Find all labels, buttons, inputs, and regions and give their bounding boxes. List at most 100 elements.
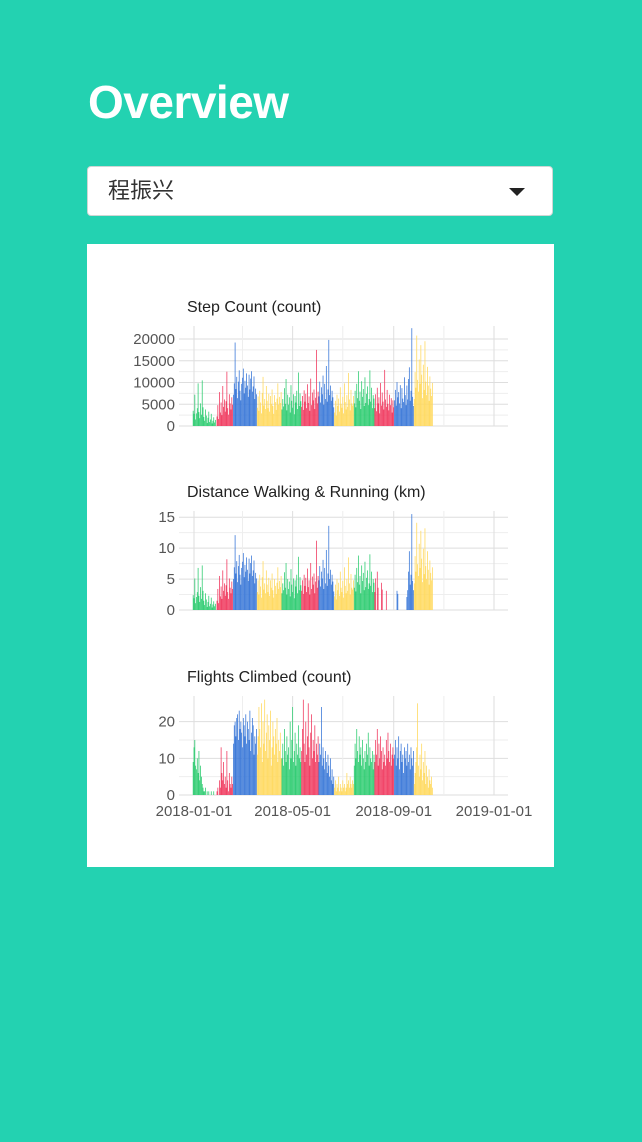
bar	[202, 590, 204, 610]
bar	[256, 729, 257, 795]
bar	[427, 551, 428, 610]
bar	[358, 400, 360, 426]
bar	[355, 407, 357, 426]
bar	[275, 743, 277, 795]
bar	[351, 403, 353, 426]
bar	[403, 402, 404, 426]
bar	[330, 385, 331, 426]
bar	[356, 383, 358, 426]
bar	[422, 780, 423, 795]
bar	[246, 743, 247, 795]
bar	[284, 751, 286, 795]
bar	[201, 565, 203, 610]
bar	[409, 769, 411, 795]
bar	[261, 577, 263, 610]
bar	[224, 784, 225, 795]
bar	[297, 593, 298, 610]
bar	[242, 561, 243, 610]
bar	[274, 729, 276, 795]
bar	[196, 597, 197, 610]
bar	[323, 588, 325, 610]
bar	[303, 390, 305, 426]
bar	[390, 765, 392, 795]
user-select-dropdown[interactable]: 程振兴	[87, 166, 553, 216]
bar	[375, 578, 377, 610]
bar	[200, 403, 201, 426]
bar	[413, 751, 414, 795]
bar	[369, 370, 371, 426]
bar	[221, 598, 223, 610]
bar	[245, 571, 247, 610]
bar	[418, 776, 420, 795]
bar	[398, 392, 400, 426]
bar	[414, 773, 416, 795]
bar	[311, 405, 312, 426]
bar	[206, 422, 208, 426]
bar	[362, 572, 364, 611]
bar	[229, 403, 231, 426]
bar	[370, 401, 372, 426]
bar	[408, 762, 409, 795]
bar	[305, 721, 307, 795]
bar	[262, 561, 264, 610]
bar	[293, 751, 295, 795]
bar	[210, 597, 212, 611]
bar	[224, 583, 225, 610]
bar	[300, 762, 302, 795]
bar	[431, 382, 433, 426]
bar	[325, 762, 327, 795]
bar	[347, 590, 349, 610]
bar	[217, 787, 219, 795]
bar	[408, 367, 410, 426]
bar	[285, 762, 287, 795]
bar	[400, 408, 402, 426]
bar	[287, 579, 289, 610]
bar	[240, 721, 242, 795]
bar	[362, 396, 363, 426]
bar	[347, 784, 349, 795]
bar	[316, 754, 318, 795]
bar	[322, 559, 324, 610]
bar	[325, 751, 326, 795]
bar	[357, 371, 359, 426]
bar	[213, 601, 215, 610]
bar	[334, 584, 336, 610]
bar	[279, 732, 281, 795]
bar	[286, 736, 288, 795]
bar	[413, 590, 414, 610]
bar	[395, 405, 397, 426]
bar	[357, 751, 358, 795]
y-tick-label: 5	[167, 571, 175, 588]
bar	[402, 754, 404, 795]
bar	[249, 710, 251, 795]
bar	[399, 769, 400, 795]
bar	[334, 596, 335, 610]
bar	[316, 540, 317, 610]
charts-panel: Step Count (count) 0 5000 10000 15000 20000 Di…	[87, 244, 554, 867]
bar	[337, 406, 339, 426]
caret-down-icon[interactable]	[509, 188, 525, 196]
bar	[299, 393, 301, 426]
bar	[422, 762, 424, 795]
bar	[302, 699, 304, 795]
bar	[219, 392, 220, 426]
y-tick-label: 10000	[133, 375, 175, 392]
bar	[373, 398, 375, 426]
bar	[417, 391, 419, 426]
bar	[206, 606, 208, 610]
bar	[232, 784, 234, 795]
bar	[355, 591, 357, 610]
bar	[420, 345, 422, 426]
bar	[255, 743, 257, 795]
bar	[427, 787, 429, 795]
bar	[239, 574, 241, 610]
bar	[306, 592, 307, 610]
bar	[377, 765, 379, 795]
bar	[372, 579, 374, 610]
bar	[314, 593, 316, 610]
bar	[364, 751, 366, 795]
bar	[427, 569, 429, 610]
bar	[205, 787, 206, 795]
bar	[291, 740, 293, 795]
bar	[265, 593, 266, 610]
